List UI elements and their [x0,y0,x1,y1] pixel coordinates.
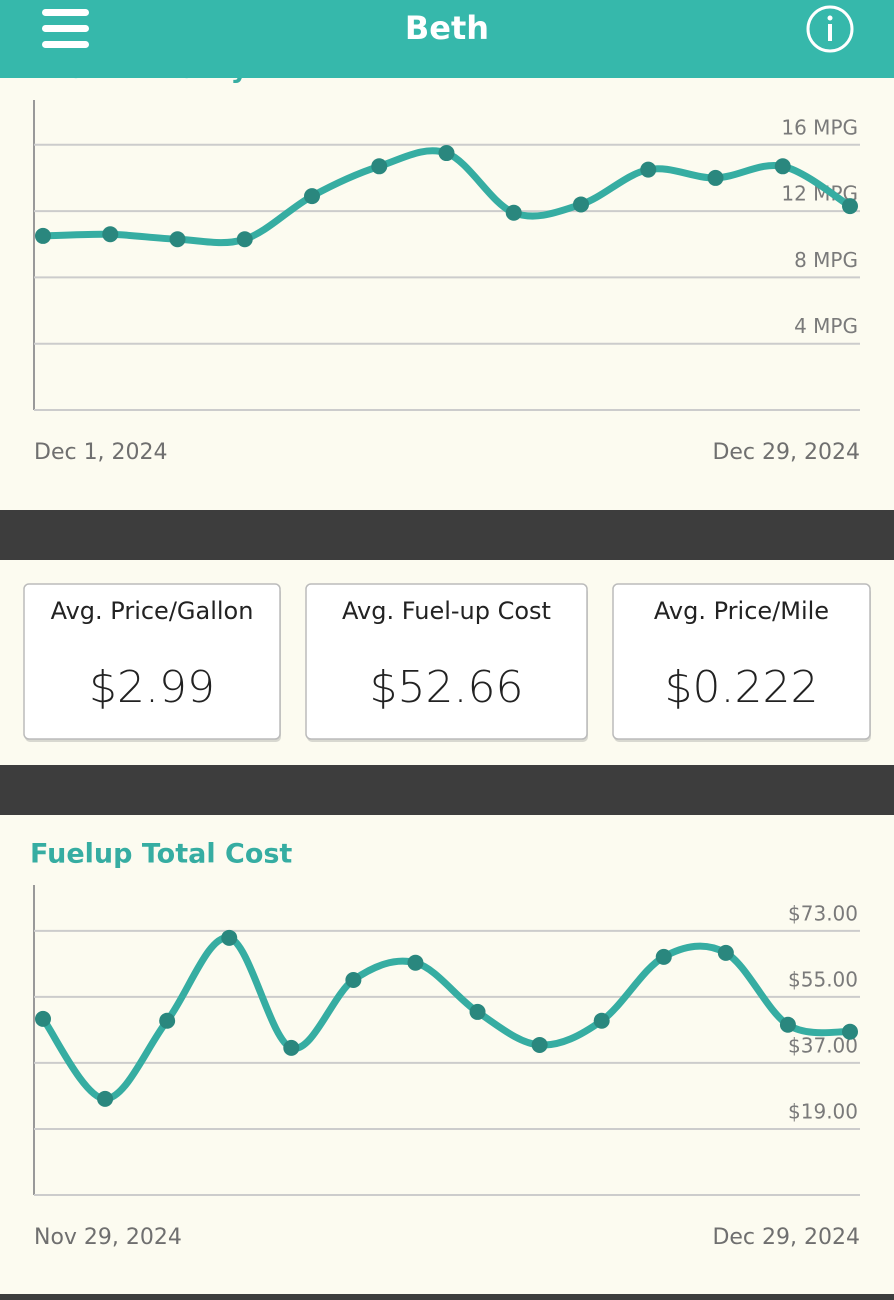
menu-button[interactable] [42,9,89,48]
stat-label: Avg. Price/Mile [654,597,829,625]
data-point [640,161,657,178]
data-point [102,226,119,243]
y-tick-label: 4 MPG [794,314,858,338]
data-point [35,1010,51,1027]
data-point [169,231,186,248]
chart-title: Fuelup Total Cost [30,839,292,870]
data-point [283,1039,300,1056]
stat-value: $52.66 [370,662,524,713]
stat-label: Avg. Price/Gallon [51,597,254,625]
y-tick-label: $73.00 [788,901,858,925]
data-point [573,196,589,213]
header-title: Beth [405,9,489,47]
data-point [531,1036,548,1053]
divider [0,765,894,815]
header-bar [0,0,894,78]
card [23,583,281,740]
data-point [842,1023,858,1040]
menu-icon-bar [42,9,89,16]
stat-card: Avg. Price/Mile $0.222 [612,583,871,742]
data-point [304,188,320,205]
data-point [717,944,734,961]
data-point [593,1012,610,1029]
data-point [345,972,362,989]
y-tick-label: $55.00 [788,967,858,991]
x-tick-label: Dec 29, 2024 [712,1225,860,1250]
info-icon-dot [827,15,833,21]
info-icon-ring [806,5,854,53]
divider [0,1294,894,1300]
data-point [505,204,522,221]
data-point [371,158,388,175]
card [612,583,871,740]
menu-icon-bar [42,25,89,32]
data-point [97,1090,114,1107]
data-point [842,198,858,215]
divider [0,510,894,560]
info-icon-stem [828,24,832,41]
x-tick-label: Dec 29, 2024 [712,440,860,465]
stat-card: Avg. Fuel-up Cost $52.66 [305,583,588,742]
y-tick-label: 8 MPG [794,248,858,272]
data-point [774,158,791,175]
stat-value: $0.222 [665,662,819,713]
x-tick-label: Nov 29, 2024 [34,1225,182,1250]
data-point [159,1012,176,1029]
stat-value: $2.99 [89,662,215,713]
data-point [35,227,51,244]
info-button[interactable] [806,5,854,53]
data-point [236,231,253,248]
data-point [407,954,424,971]
data-point [655,948,672,965]
stat-label: Avg. Fuel-up Cost [342,597,551,625]
data-point [469,1003,486,1020]
menu-icon-bar [42,41,89,48]
y-tick-label: 16 MPG [781,115,858,139]
data-point [779,1016,796,1033]
stat-card: Avg. Price/Gallon $2.99 [23,583,281,742]
x-tick-label: Dec 1, 2024 [34,440,168,465]
data-point [438,145,455,162]
y-tick-label: $19.00 [788,1099,858,1123]
data-point [707,169,724,186]
data-point [221,929,238,946]
stats-cards: Avg. Price/Gallon $2.99 Avg. Fuel-up Cost $… [23,583,871,742]
card [305,583,588,740]
